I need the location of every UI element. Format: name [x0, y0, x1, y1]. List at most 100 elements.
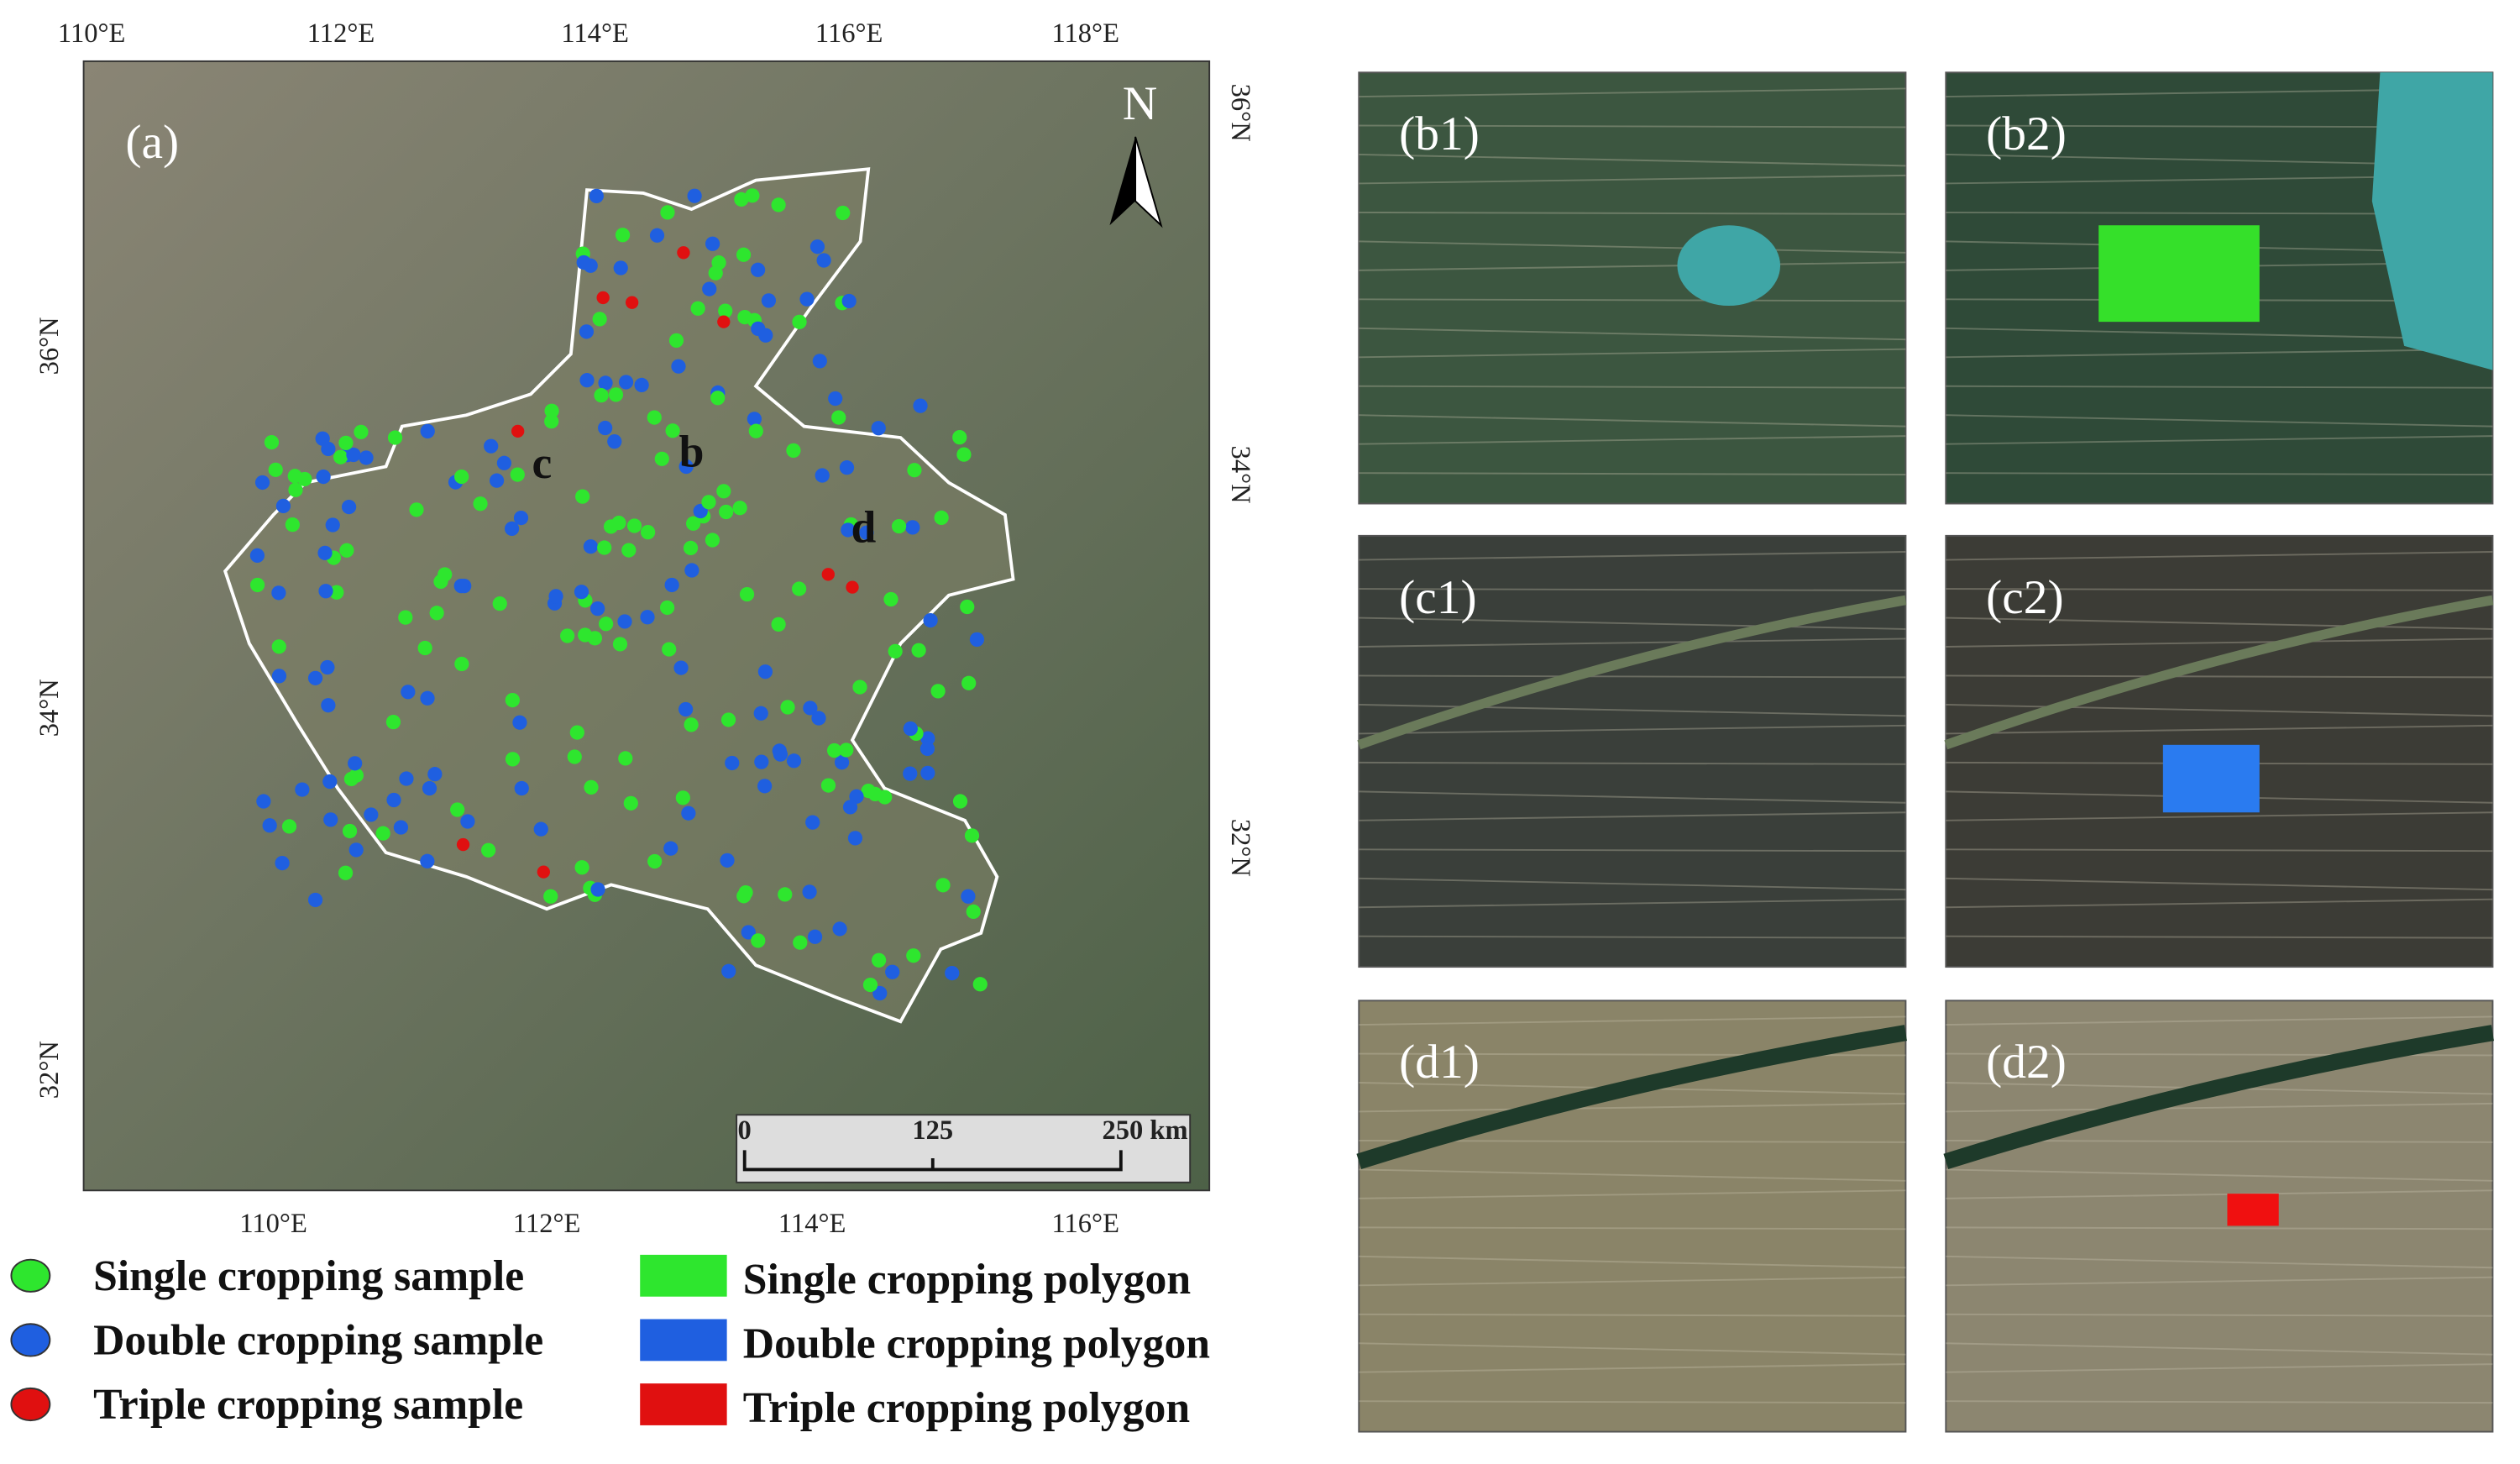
sample-point — [802, 884, 817, 900]
sample-point — [621, 543, 637, 558]
sample-point — [799, 291, 815, 307]
legend-label: Double cropping polygon — [743, 1320, 1210, 1367]
field-line — [1359, 472, 1906, 476]
sample-point — [359, 450, 374, 465]
sample-point — [481, 842, 496, 858]
sample-point — [812, 354, 827, 369]
sample-point — [815, 468, 830, 483]
sample-point — [453, 578, 469, 594]
sample-point — [701, 495, 716, 510]
bottom-tick-label: 116°E — [1051, 1209, 1119, 1239]
sample-point — [417, 640, 432, 656]
field-line — [1359, 414, 1906, 428]
field-line — [1359, 327, 1906, 341]
field-line — [1946, 588, 2493, 591]
legend-marker — [10, 1323, 51, 1357]
sample-point — [702, 281, 717, 296]
field-line — [1359, 1342, 1906, 1356]
field-line — [1359, 811, 1906, 821]
legend-label: Double cropping sample — [93, 1317, 543, 1365]
sample-point — [911, 643, 926, 658]
sample-point — [364, 807, 379, 822]
sample-point — [348, 768, 364, 783]
river — [1943, 1025, 2495, 1169]
sample-point — [387, 430, 403, 445]
sample-point — [537, 865, 550, 879]
sample-point — [433, 574, 448, 590]
sample-point — [883, 591, 899, 607]
field-line — [1359, 935, 1906, 939]
legend-swatch — [640, 1319, 727, 1362]
sample-point — [512, 715, 527, 730]
field-line — [1946, 1276, 2493, 1287]
sample-point — [662, 642, 677, 657]
sample-point — [338, 435, 354, 450]
sample-point — [832, 921, 847, 937]
sample-point — [399, 771, 414, 786]
sample-point — [329, 585, 344, 600]
sample-point — [839, 742, 854, 758]
sample-point — [333, 449, 348, 464]
legend-swatch — [640, 1383, 727, 1425]
sample-point — [792, 314, 807, 329]
water — [2371, 72, 2493, 370]
field-line — [1946, 1313, 2493, 1317]
field-line — [1359, 87, 1906, 97]
field-line — [1946, 414, 2493, 428]
top-tick-label: 110°E — [58, 18, 126, 49]
sample-point — [420, 423, 435, 438]
inset-label: (d1) — [1399, 1036, 1480, 1089]
inset-label: (b2) — [1986, 108, 2067, 160]
north-label: N — [1123, 77, 1157, 130]
field-line — [1359, 240, 1906, 254]
sample-point — [322, 774, 338, 790]
sample-point — [597, 540, 612, 555]
sample-point — [346, 447, 361, 463]
inset-image — [1945, 1000, 2494, 1433]
sample-point — [834, 755, 850, 770]
sample-point — [960, 599, 975, 615]
sample-point — [348, 842, 364, 858]
sample-point — [409, 502, 424, 517]
sample-point — [489, 473, 505, 488]
sample-point — [719, 504, 734, 520]
sample-point — [401, 685, 416, 700]
field-line — [1946, 703, 2493, 717]
sample-point — [307, 670, 323, 685]
sample-point — [288, 482, 303, 497]
sample-point — [720, 712, 736, 727]
sample-point — [625, 296, 639, 309]
sample-point — [618, 375, 634, 390]
sample-point — [285, 517, 300, 533]
sample-point — [852, 680, 867, 695]
field-line — [1946, 385, 2493, 389]
field-line — [1359, 1168, 1906, 1182]
sample-point — [828, 391, 843, 407]
sample-point — [649, 228, 665, 243]
sample-point — [574, 585, 589, 600]
scale-bar-label: 0 — [738, 1115, 752, 1146]
sample-point — [454, 656, 469, 672]
sample-point — [456, 837, 470, 852]
sample-point — [871, 421, 886, 436]
sample-point — [341, 499, 357, 515]
sample-point — [720, 853, 735, 868]
field-line — [1359, 848, 1906, 853]
sample-point — [473, 496, 488, 512]
sample-point — [888, 643, 903, 659]
sample-point — [668, 333, 684, 348]
sample-point — [750, 262, 766, 277]
field-line — [1359, 898, 1906, 909]
sample-point — [592, 312, 607, 327]
sample-point — [354, 424, 369, 439]
sample-point — [599, 617, 614, 632]
sample-point — [678, 701, 694, 717]
sample-point — [513, 510, 529, 526]
sample-point — [757, 779, 773, 794]
sample-point — [841, 293, 857, 309]
field-line — [1359, 1363, 1906, 1373]
sample-point — [574, 860, 589, 875]
river — [1944, 595, 2494, 750]
sample-point — [339, 543, 354, 558]
sample-point — [690, 301, 705, 316]
